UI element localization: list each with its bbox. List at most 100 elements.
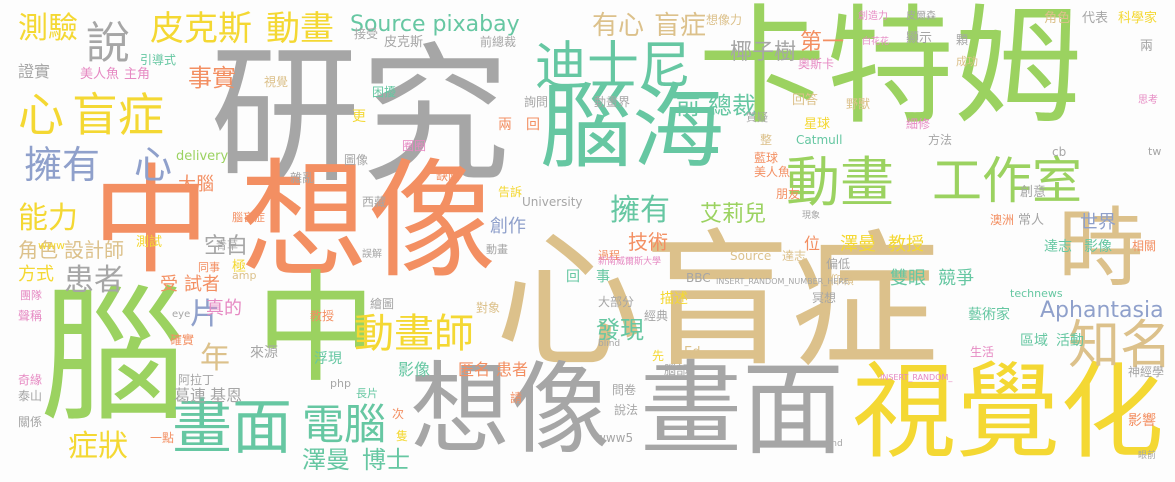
word-yeshou: 野獸 (846, 97, 871, 111)
word-source-pixabay: Source pixabay (350, 12, 520, 37)
word-aozhou: 澳洲 (990, 213, 1015, 227)
word-ji: 極 (232, 259, 246, 275)
word-taishan: 泰山 (18, 389, 43, 403)
word-quyu: 區域 (1020, 333, 1048, 349)
word-jiaoshou-yellow: 教授 (888, 234, 924, 255)
word-naomangzheng: 腦盲症 (232, 211, 265, 224)
word-fuxian: 浮現 (314, 351, 342, 367)
word-donghua-yellow: 動畫 (266, 9, 334, 49)
word-jieshou: 接受 (354, 27, 379, 41)
word-wenjuan: 問卷 (612, 383, 637, 397)
word-shishi: 事實 (188, 64, 236, 92)
word-changpian: 長片 (356, 387, 378, 400)
word-shenjingxue: 神經學 (1128, 365, 1165, 379)
word-insert-random: INSERT_RANDOM_ (880, 373, 953, 382)
word-niming: 匿名 (458, 360, 491, 379)
word-quexian: 缺陷 (436, 169, 461, 183)
word-gongzuoshi: 工作室 (932, 152, 1082, 210)
word-ceshi: 測試 (136, 235, 163, 250)
word-qingcao: 青草 (216, 239, 238, 252)
word-pikesi-yellow: 皮克斯 (150, 9, 252, 49)
word-jingzheng: 競爭 (938, 268, 974, 289)
word-zhengzhuang: 症狀 (68, 429, 128, 464)
word-pian: 片 (190, 297, 220, 332)
word-jingdian: 經典 (644, 309, 669, 323)
word-shuangyan: 雙眼 (890, 268, 926, 289)
word-yongyou-blue: 擁有 (24, 143, 101, 187)
word-hui-teal: 回 (566, 269, 580, 285)
word-xin-blue: 心 (134, 143, 173, 187)
word-dazhi-teal: 達志 (1044, 239, 1072, 255)
word-aosika: 奧斯卡 (798, 57, 835, 71)
word-gelian: 葛連 (174, 386, 207, 405)
word-amp: amp (232, 269, 257, 282)
word-quanquan: 圈圈 (402, 139, 427, 153)
word-baihuahua: 白花花 (862, 37, 890, 47)
word-jiaoshou-orange: 教授 (310, 309, 335, 323)
word-shijie: 世界 (1080, 212, 1116, 233)
word-qing: 請 (510, 391, 523, 405)
word-meirenyu-pink: 美人魚 (80, 67, 120, 82)
word-zeman-yellow: 澤曼 (840, 234, 876, 255)
word-qian: 前 (676, 92, 700, 120)
word-zhende: 真的 (206, 298, 242, 319)
word-zhiyi: 質疑 (746, 111, 768, 124)
word-tuxiang: 圖像 (344, 153, 369, 167)
word-queshi: 確實 (170, 333, 195, 347)
word-nian: 年 (200, 341, 230, 376)
word-technews: technews (1010, 287, 1063, 300)
word-source-tan: Source (730, 249, 772, 263)
word-xianxiang: 現象 (802, 211, 821, 221)
word-jishu: 技術 (628, 230, 668, 254)
word-tuandui: 團隊 (20, 289, 42, 302)
word-yindaoshi: 引導式 (140, 53, 177, 67)
word-zeman-teal: 澤曼 (302, 446, 350, 474)
word-sikao: 思考 (1138, 95, 1158, 106)
word-mangzheng-tan: 盲症 (654, 11, 707, 41)
word-huamian-teal: 畫面 (172, 393, 292, 463)
word-aladin: 阿拉丁 (178, 373, 215, 387)
word-eye: eye (172, 309, 191, 320)
word-qiyuan: 奇緣 (18, 373, 43, 387)
word-duixiang: 對象 (476, 301, 501, 315)
word-xin-yellow: 心 (18, 88, 64, 142)
word-pengyou: 朋友 (776, 187, 801, 201)
word-ceyan: 測驗 (18, 11, 78, 46)
word-zongcai: 總裁 (708, 92, 756, 120)
word-zaluan: 雜亂 (290, 171, 315, 185)
word-wujie: 誤解 (362, 249, 382, 260)
word-xiangxiang-gray: 想像 (410, 351, 610, 468)
word-liang-orange: 兩 (498, 117, 512, 133)
word-shou: 受 (160, 274, 178, 295)
word-wei: 位 (804, 234, 821, 253)
word-xingqiu: 星球 (804, 117, 831, 132)
word-chenggong: 成功 (956, 55, 978, 68)
word-qianzongcai: 前總裁 (480, 35, 517, 49)
word-xiangxiangli: 想像力 (706, 13, 743, 27)
word-hui-orange: 回 (526, 117, 540, 133)
word-aphantasia: Aphantasia (1040, 298, 1164, 323)
word-university: University (522, 195, 583, 209)
word-shijuehua: 視覺化 (852, 351, 1165, 473)
word-shi-teal: 事 (596, 269, 610, 285)
word-zhiming: 知名 (1068, 316, 1173, 376)
word-guanxi: 關係 (18, 415, 43, 429)
word-xianshi: 顯示 (906, 31, 933, 46)
word-shi: 時 (1058, 199, 1144, 299)
word-www: www (38, 239, 65, 252)
word-yingxiang-orange: 影響 (1128, 413, 1156, 429)
word-dazhi-tan: 達志 (782, 249, 807, 263)
word-ed: Ed (684, 345, 701, 360)
word-ke: 顆 (956, 33, 969, 47)
word-dishini: 迪士尼 (535, 37, 692, 97)
word-kongbai: 空白 (204, 234, 249, 259)
word-shejishi: 設計師 (64, 238, 124, 262)
word-changren: 常人 (1018, 213, 1045, 228)
word-piersen: 皮爾森 (906, 11, 936, 22)
word-yanglai: 仰賴 (830, 273, 855, 287)
word-lanqiu: 藍球 (754, 151, 779, 165)
word-zhi: 隻 (396, 429, 409, 443)
word-huodong: 活動 (1056, 333, 1084, 349)
word-blind: blind (598, 339, 621, 349)
word-catmull: Catmull (796, 133, 843, 147)
